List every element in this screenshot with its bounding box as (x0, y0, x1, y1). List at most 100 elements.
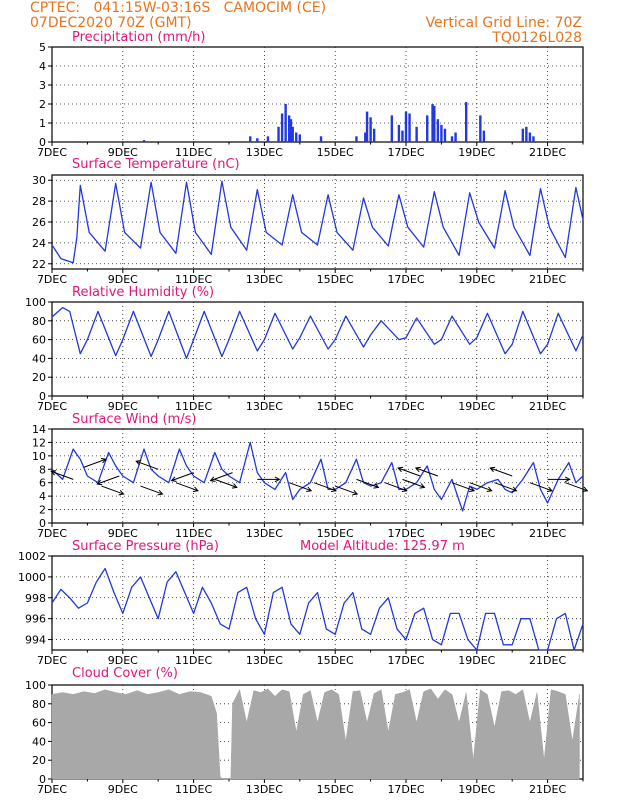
wind-arrow (565, 482, 588, 492)
y-tick-label: 60 (32, 717, 46, 730)
x-tick-label: 9DEC (108, 783, 138, 796)
precip-bar (436, 119, 440, 142)
panel-3: 7DEC 9DEC 11DEC 13DEC 15DEC 17DEC 19DEC 21DEC 0 2… (25, 285, 584, 413)
y-tick-label: 10 (32, 450, 46, 463)
x-tick-label: 11DEC (175, 273, 212, 286)
x-tick-label: 17DEC (387, 146, 424, 159)
y-tick-label: 4 (39, 60, 46, 73)
x-tick-label: 17DEC (387, 654, 424, 667)
x-tick-label: 15DEC (317, 273, 354, 286)
x-tick-label: 21DEC (529, 146, 566, 159)
wind-arrow-head (100, 458, 107, 464)
wind-arrow (97, 475, 120, 485)
precip-bar (426, 115, 429, 142)
precip-bar (142, 140, 146, 142)
precip-bar (298, 134, 301, 142)
y-tick-label: 994 (25, 634, 46, 647)
wind-arrow-head (274, 476, 281, 483)
wind-arrow-head (486, 486, 493, 492)
wind-arrow-head (231, 483, 238, 489)
wind-arrow-head (414, 466, 421, 473)
wind-arrow-head (582, 486, 589, 492)
wind-arrow-head (564, 476, 571, 483)
wind-arrow-head (306, 486, 313, 492)
y-tick-label: 8 (39, 463, 46, 476)
x-tick-label: 21DEC (529, 400, 566, 413)
x-tick-label: 7DEC (37, 400, 67, 413)
x-tick-label: 15DEC (317, 654, 354, 667)
x-tick-label: 11DEC (175, 783, 212, 796)
wind-arrow (335, 485, 358, 495)
precip-bar (482, 130, 486, 142)
panel-5: 7DEC 9DEC 11DEC 13DEC 15DEC 17DEC 19DEC 21DEC 99… (18, 539, 584, 667)
x-tick-label: 19DEC (458, 783, 495, 796)
x-tick-label: 21DEC (529, 273, 566, 286)
wind-arrow-head (401, 486, 408, 492)
panel-4: 7DEC 9DEC 11DEC 13DEC 15DEC 17DEC 19DEC 21DEC 02… (32, 412, 584, 540)
panel-title: Surface Wind (m/s) (72, 412, 196, 427)
precip-bar (287, 115, 291, 142)
precip-bar (433, 105, 436, 142)
header-run-time: 07DEC2020 70Z (GMT) (30, 15, 192, 31)
y-tick-label: 30 (32, 174, 46, 187)
precip-bar (450, 136, 454, 142)
y-tick-label: 4 (39, 490, 46, 503)
x-tick-label: 17DEC (387, 783, 424, 796)
y-tick-label: 0 (39, 773, 46, 786)
panel-6: 7DEC 9DEC 11DEC 13DEC 15DEC 17DEC 19DEC 21DEC 0 2… (25, 666, 584, 796)
wind-arrow-head (397, 466, 404, 473)
precip-bar (440, 124, 443, 142)
header-model-code: TQ0126L028 (492, 30, 582, 46)
x-tick-label: 15DEC (317, 527, 354, 540)
y-tick-label: 996 (25, 613, 46, 626)
y-tick-label: 3 (39, 79, 46, 92)
wind-arrow (51, 470, 74, 480)
y-tick-label: 80 (32, 698, 46, 711)
precip-bar (408, 113, 411, 142)
series-line (51, 567, 584, 651)
precip-bar (532, 136, 535, 142)
precip-bar (280, 113, 284, 142)
precip-bar (319, 136, 323, 142)
y-tick-label: 14 (32, 423, 46, 436)
wind-arrow (356, 478, 379, 488)
wind-arrow-head (352, 489, 359, 496)
y-tick-label: 100 (25, 296, 46, 309)
wind-arrow (289, 482, 312, 492)
precip-bar (256, 138, 259, 142)
cloud-area (51, 688, 580, 780)
x-tick-label: 11DEC (175, 527, 212, 540)
header-station: CPTEC: 041:15W-03:16S CAMOCIM (CE) (30, 0, 327, 16)
wind-arrow (384, 482, 407, 492)
y-tick-label: 2 (39, 98, 46, 111)
wind-arrow (494, 482, 517, 492)
wind-arrow (402, 478, 425, 488)
x-tick-label: 11DEC (175, 400, 212, 413)
x-tick-label: 15DEC (317, 783, 354, 796)
panel-title: Precipitation (mm/h) (72, 30, 205, 45)
precip-bar (295, 132, 298, 142)
x-tick-label: 13DEC (246, 273, 283, 286)
y-tick-label: 0 (39, 390, 46, 403)
x-tick-label: 17DEC (387, 400, 424, 413)
wind-arrow (451, 482, 475, 492)
wind-arrow-head (489, 466, 496, 473)
x-tick-label: 19DEC (458, 654, 495, 667)
panel-title: Cloud Cover (%) (72, 666, 178, 681)
plot-frame (51, 46, 584, 143)
wind-arrow-head (50, 470, 57, 476)
x-tick-label: 15DEC (317, 146, 354, 159)
precip-bar (369, 117, 372, 142)
y-tick-label: 1 (39, 117, 46, 130)
model-altitude-label: Model Altitude: 125.97 m (300, 539, 465, 554)
x-tick-label: 19DEC (458, 273, 495, 286)
y-tick-label: 100 (25, 679, 46, 692)
x-tick-label: 21DEC (529, 654, 566, 667)
wind-arrow (397, 467, 421, 477)
wind-arrow-head (135, 460, 142, 466)
wind-arrow-head (546, 486, 553, 492)
x-tick-label: 9DEC (108, 400, 138, 413)
plot-frame (51, 428, 584, 524)
precip-bar (284, 104, 287, 142)
